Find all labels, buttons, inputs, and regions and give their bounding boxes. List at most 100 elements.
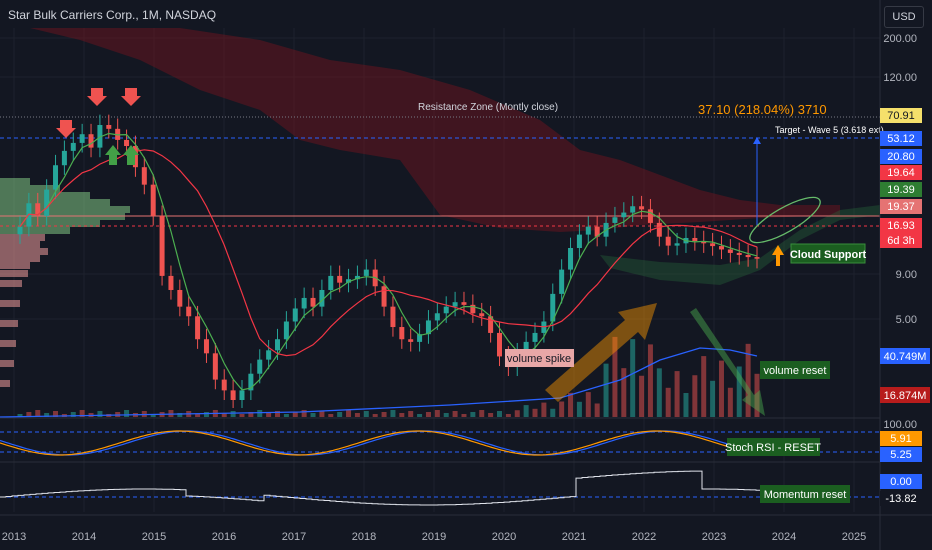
candle-body — [301, 297, 307, 309]
profile-bar — [0, 178, 30, 185]
profile-bar — [0, 360, 14, 367]
profile-bar — [0, 280, 22, 287]
candle-body — [35, 203, 41, 216]
volume-reset-label: volume reset — [764, 365, 827, 377]
candle-body — [363, 269, 369, 276]
cloud-ellipse — [749, 196, 821, 244]
ichimoku-cloud — [30, 28, 880, 285]
candle-body — [745, 254, 751, 258]
price-tag-value: 53.12 — [887, 133, 915, 145]
up-arrow-green — [123, 145, 139, 165]
profile-bar — [0, 206, 130, 213]
volume-bar — [683, 393, 689, 417]
volume-bar — [195, 414, 201, 417]
stoch-k — [0, 430, 757, 456]
candle-body — [488, 316, 494, 333]
price-tag — [880, 233, 922, 248]
volume-bar — [612, 336, 618, 417]
candle-body — [239, 390, 245, 400]
x-tick-label: 2025 — [842, 531, 866, 543]
price-tag — [880, 218, 922, 233]
profile-bar — [0, 300, 20, 307]
volume-bar — [17, 414, 23, 417]
volume-bar — [736, 366, 742, 417]
volume-bar — [97, 411, 103, 417]
price-tag-value: 70.91 — [887, 110, 915, 122]
x-tick-label: 2014 — [72, 531, 96, 543]
profile-bar — [0, 270, 28, 277]
candle-body — [221, 379, 227, 391]
volume-bar — [70, 412, 76, 417]
volume-bar — [354, 413, 360, 417]
momentum-tag-value: 0.00 — [890, 476, 911, 488]
volume-bar — [275, 411, 281, 417]
up-arrow-orange — [772, 245, 784, 266]
candle-body — [425, 320, 431, 335]
volume-bar — [496, 411, 502, 417]
target-label: Target - Wave 5 (3.618 ext) — [775, 125, 884, 135]
x-tick-label: 2021 — [562, 531, 586, 543]
price-tag-value: 20.80 — [887, 151, 915, 163]
volume-bar — [647, 344, 653, 417]
price-tag — [880, 108, 922, 123]
profile-bar — [0, 340, 16, 347]
volume-bar — [292, 412, 298, 417]
x-tick-label: 2015 — [142, 531, 166, 543]
candle-body — [559, 269, 565, 294]
stoch-tick-label: 100.00 — [883, 419, 917, 431]
volume-bar — [665, 387, 671, 417]
candle-body — [701, 241, 707, 244]
volume-bar — [248, 412, 254, 417]
price-tag — [880, 149, 922, 164]
ma-slow — [19, 149, 758, 357]
stoch-reset-label: Stoch RSI - RESET — [725, 442, 821, 454]
candle-body — [568, 247, 574, 270]
currency-button[interactable]: USD — [884, 6, 924, 28]
candle-body — [79, 134, 85, 143]
price-tag-value: 19.37 — [887, 201, 915, 213]
candle-body — [523, 341, 529, 354]
candle-body — [639, 206, 645, 210]
volume-bar — [425, 412, 431, 417]
candle-body — [61, 150, 67, 166]
profile-bar — [0, 380, 10, 387]
candle-body — [585, 226, 591, 235]
candle-body — [718, 246, 724, 250]
candle-body — [106, 125, 112, 129]
volume-bar — [443, 413, 449, 417]
x-tick-label: 2018 — [352, 531, 376, 543]
price-tick-label: 9.00 — [896, 269, 917, 281]
candle-body — [550, 293, 556, 322]
reset-arrow — [690, 308, 765, 416]
candle-body — [443, 306, 449, 314]
volume-bar — [559, 401, 565, 417]
volume-tag — [880, 348, 930, 364]
candle-body — [496, 332, 502, 357]
volume-bar — [283, 414, 289, 417]
volume-ma — [0, 347, 758, 418]
price-tag — [880, 182, 922, 197]
volume-bar — [461, 414, 467, 417]
moving-averages — [19, 132, 758, 391]
price-tag — [880, 199, 922, 214]
x-tick-label: 2023 — [702, 531, 726, 543]
profile-bar — [0, 255, 40, 262]
volume-bar — [124, 410, 130, 417]
candle-body — [132, 146, 138, 168]
ma-fast — [19, 132, 758, 391]
volume-bar — [470, 412, 476, 417]
candle-body — [647, 209, 653, 223]
candle-body — [177, 289, 183, 307]
volume-bar — [257, 410, 263, 417]
volume-bar — [417, 414, 423, 417]
volume-spike-label: volume spike — [507, 353, 571, 365]
volume-bar — [754, 373, 760, 417]
candle-body — [141, 167, 147, 185]
volume-bar — [168, 410, 174, 417]
candle-body — [656, 222, 662, 237]
spike-arrow — [545, 303, 657, 402]
candle-body — [710, 243, 716, 247]
volume-profile — [0, 178, 130, 387]
volume-bars — [0, 336, 760, 418]
volume-bar — [337, 412, 343, 417]
